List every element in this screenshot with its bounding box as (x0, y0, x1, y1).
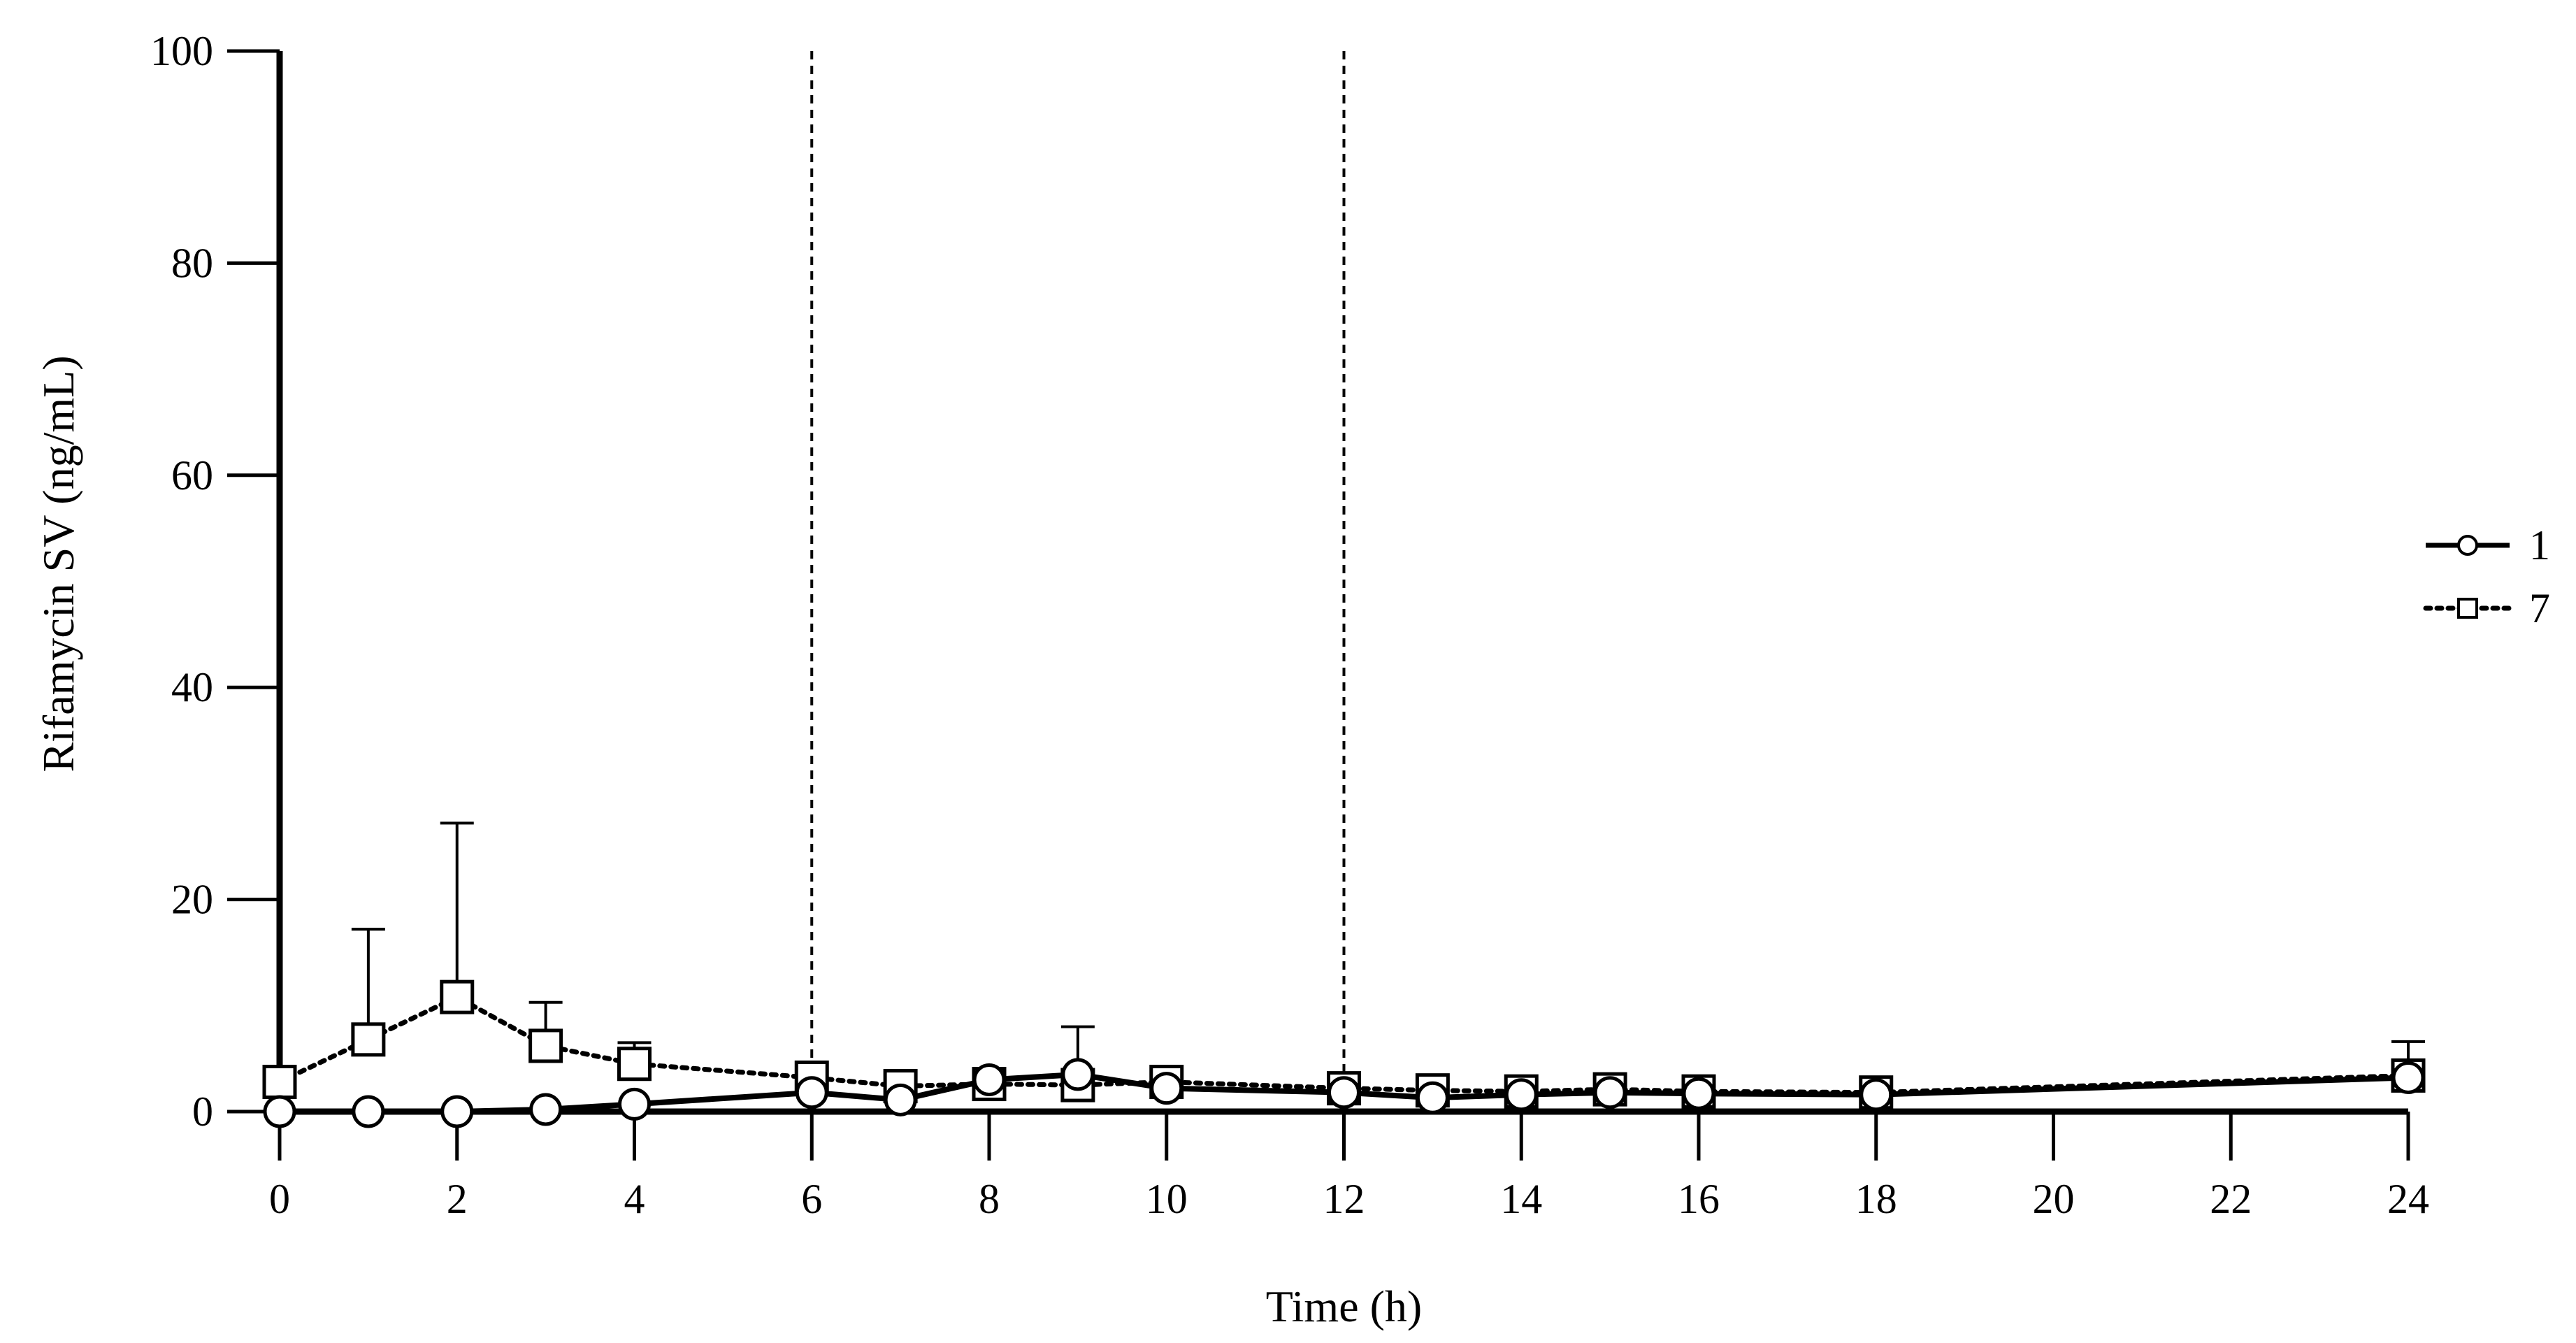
y-axis: 0 20 40 60 80 100 (150, 28, 283, 1135)
data-point (1327, 1076, 1360, 1109)
y-axis-title: Rifamycin SV (ng/mL) (34, 355, 83, 772)
y-tick-label: 20 (171, 877, 213, 923)
data-point (1150, 1072, 1183, 1105)
reference-lines (810, 51, 1346, 1112)
data-point (1416, 1081, 1449, 1114)
x-tick-label: 24 (2387, 1176, 2429, 1222)
data-point (2391, 1061, 2425, 1094)
y-tick-label: 80 (171, 240, 213, 286)
y-tick-label: 60 (171, 452, 213, 498)
data-point (972, 1063, 1006, 1096)
data-point (528, 1028, 563, 1063)
data-point (1061, 1058, 1095, 1091)
data-point (795, 1076, 828, 1109)
x-axis-title: Time (h) (1266, 1281, 1422, 1331)
x-tick-label: 8 (979, 1176, 1000, 1222)
x-tick-label: 20 (2033, 1176, 2075, 1222)
x-tick-label: 10 (1146, 1176, 1188, 1222)
data-point (263, 1095, 296, 1128)
legend-marker (2457, 598, 2478, 619)
data-point (529, 1093, 563, 1126)
x-tick-label: 4 (624, 1176, 645, 1222)
legend-label: 1 (2529, 522, 2550, 568)
data-point (1859, 1078, 1893, 1112)
series-1 (263, 1025, 2425, 1128)
data-point (262, 1065, 297, 1100)
y-tick-label: 0 (192, 1089, 213, 1135)
data-point (1593, 1076, 1627, 1109)
legend-label: 7 (2529, 585, 2550, 631)
data-point (440, 1095, 474, 1128)
data-point (1504, 1078, 1538, 1112)
data-point (618, 1087, 651, 1121)
series-layer (262, 821, 2426, 1128)
y-tick-label: 40 (171, 664, 213, 710)
data-point (884, 1083, 917, 1116)
data-point (617, 1047, 652, 1082)
data-point (1682, 1077, 1715, 1110)
x-tick-label: 14 (1500, 1176, 1542, 1222)
x-tick-label: 22 (2210, 1176, 2252, 1222)
legend-item-7: 7 (2423, 585, 2550, 631)
x-tick-label: 2 (447, 1176, 468, 1222)
x-axis: 0 2 4 6 8 10 12 14 16 18 20 22 24 (269, 1108, 2429, 1222)
y-tick-label: 100 (150, 28, 213, 74)
data-point (440, 979, 475, 1014)
x-tick-label: 18 (1855, 1176, 1897, 1222)
data-point (352, 1095, 385, 1128)
legend: 17 (2423, 522, 2550, 631)
x-tick-label: 6 (801, 1176, 822, 1222)
legend-item-1: 1 (2426, 522, 2550, 568)
x-tick-label: 12 (1323, 1176, 1365, 1222)
legend-marker (2457, 535, 2478, 556)
x-tick-label: 16 (1678, 1176, 1720, 1222)
x-tick-label: 0 (269, 1176, 290, 1222)
data-point (351, 1022, 386, 1057)
